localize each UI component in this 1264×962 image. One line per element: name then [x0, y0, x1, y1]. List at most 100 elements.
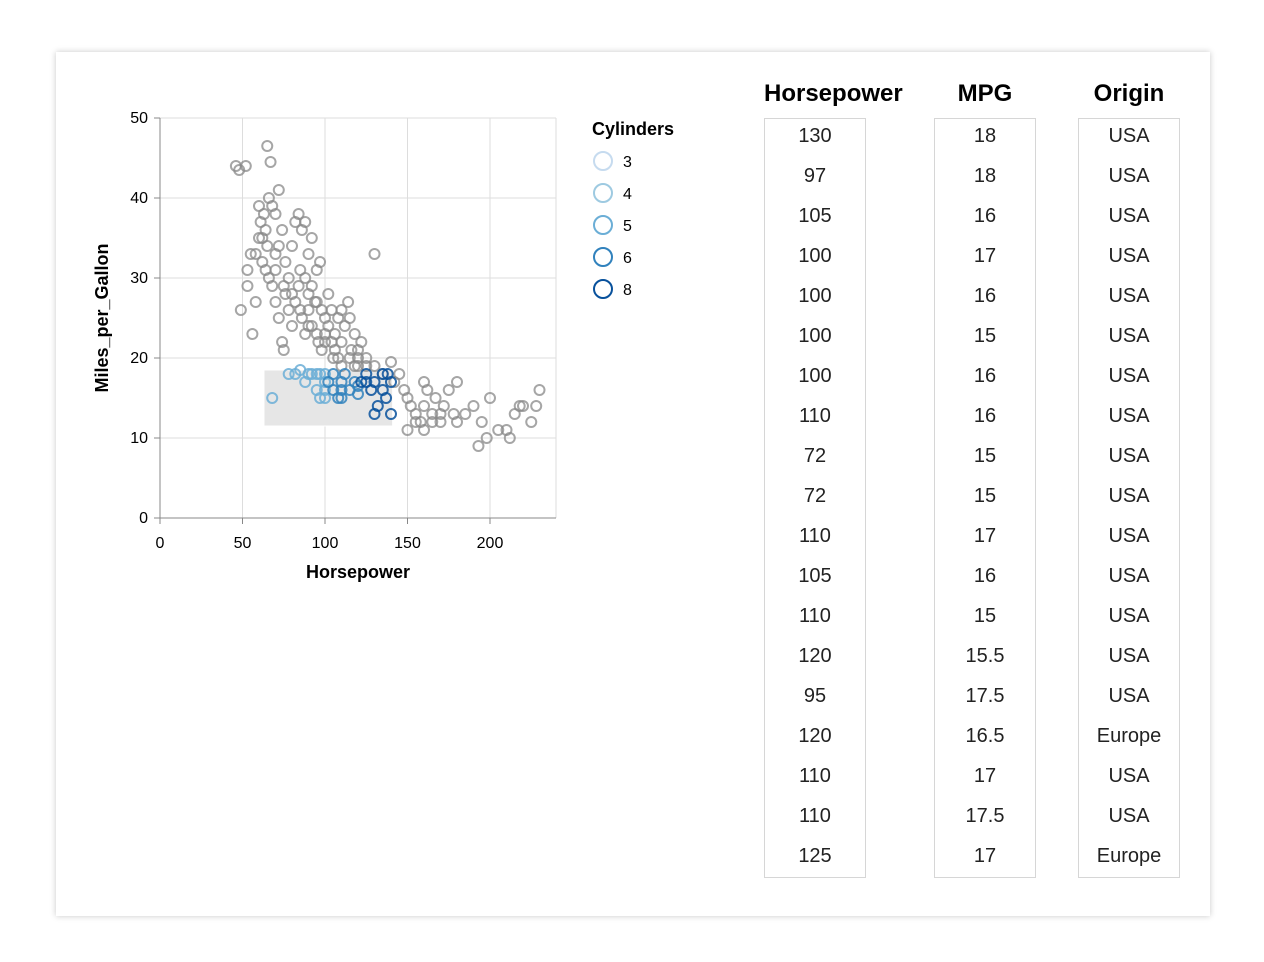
selected-point: [319, 392, 331, 404]
selected-point: [380, 392, 393, 404]
table-cell: 15: [973, 325, 997, 347]
table-cell: 110: [799, 605, 831, 627]
column-header-horsepower: Horsepower: [764, 80, 903, 107]
data-point: [451, 416, 463, 428]
data-point: [315, 304, 328, 316]
column-header-mpg: MPG: [957, 80, 1013, 107]
data-point: [459, 408, 472, 420]
table-cell: 120: [798, 725, 832, 747]
data-point: [426, 416, 439, 428]
column-header-origin: Origin: [1093, 80, 1165, 107]
y-axis-title: Miles_per_Gallon: [92, 243, 112, 392]
data-point: [525, 416, 538, 428]
data-point: [343, 312, 356, 324]
data-point: [276, 336, 289, 348]
legend-symbol: [593, 183, 613, 203]
legend-symbol: [593, 215, 613, 235]
data-point: [418, 424, 430, 436]
table-cell: 18: [973, 165, 997, 187]
table-cell: 72: [803, 445, 827, 467]
legend-label: 6: [623, 250, 632, 267]
selected-point: [371, 400, 384, 412]
selected-point: [385, 408, 397, 420]
x-tick-label: 200: [477, 535, 504, 552]
data-point: [259, 224, 272, 236]
table-cell: 100: [798, 245, 832, 267]
table-cell: 97: [803, 165, 827, 187]
table-cell: 100: [798, 365, 832, 387]
data-point: [286, 288, 298, 300]
table-cell: USA: [1108, 605, 1150, 627]
table-cell: 15: [973, 605, 997, 627]
table-cell: 16: [973, 205, 997, 227]
table-cell: 18: [973, 125, 997, 147]
data-point: [269, 264, 282, 276]
data-point: [401, 424, 414, 436]
scatter-plot[interactable]: 0 50 100 150 200 0 10 20 30 40 50 Horsepower Miles…: [56, 52, 696, 612]
table-cell: 17: [973, 845, 997, 867]
data-point: [426, 408, 439, 420]
data-point: [264, 156, 277, 168]
data-point: [279, 256, 292, 268]
table-cell: USA: [1108, 365, 1150, 387]
data-point: [305, 232, 318, 244]
table-cell: 17.5: [965, 805, 1005, 827]
selected-point: [360, 368, 373, 380]
column-box-mpg: 18 18 16 17 16 15 16 16 15 15 17 16 15 15.5 17.5 16.5 17…: [934, 118, 1036, 878]
data-point: [269, 208, 282, 220]
data-point: [261, 140, 274, 152]
data-point: [451, 376, 463, 388]
table-cell: USA: [1108, 765, 1150, 787]
selected-point: [282, 368, 295, 380]
data-point: [239, 160, 252, 172]
table-cell: 95: [803, 685, 827, 707]
data-point: [434, 408, 447, 420]
x-axis-title: Horsepower: [306, 562, 410, 582]
data-point: [234, 304, 247, 316]
data-point: [261, 240, 274, 252]
data-point: [302, 320, 315, 332]
data-point: [360, 352, 373, 364]
data-point: [434, 416, 447, 428]
table-cell: 72: [803, 485, 827, 507]
y-tick-label: 20: [130, 350, 148, 367]
grid-lines: [159, 117, 557, 519]
legend: Cylinders 3 4 5 6 8: [592, 119, 674, 299]
table-cell: USA: [1108, 565, 1150, 587]
y-tick-label: 0: [139, 510, 148, 527]
data-point: [310, 328, 323, 340]
data-point: [530, 400, 543, 412]
data-point: [484, 392, 496, 404]
data-point: [348, 328, 361, 340]
data-point: [418, 400, 430, 412]
y-tick-label: 50: [130, 110, 148, 127]
table-cell: 16: [973, 365, 997, 387]
data-point: [352, 360, 364, 372]
chart-card: 0 50 100 150 200 0 10 20 30 40 50 Horsepower Miles…: [56, 52, 1210, 916]
points-layer: [229, 140, 546, 452]
data-point: [299, 216, 312, 228]
data-point: [352, 352, 364, 364]
table-cell: 17: [973, 765, 997, 787]
data-point: [322, 288, 335, 300]
table-cell: USA: [1108, 405, 1150, 427]
table-cell: 17.5: [965, 685, 1005, 707]
table-cell: USA: [1108, 645, 1150, 667]
data-point: [343, 352, 356, 364]
data-point: [305, 280, 318, 292]
table-cell: 130: [798, 125, 832, 147]
legend-label: 3: [623, 154, 632, 171]
table-cell: USA: [1108, 165, 1150, 187]
data-point: [352, 344, 364, 356]
selected-point: [338, 368, 351, 380]
column-box-origin: USA USA USA USA USA USA USA USA USA USA USA USA USA U…: [1078, 118, 1180, 878]
y-tick-label: 40: [130, 190, 148, 207]
data-point: [327, 352, 340, 364]
data-point: [244, 248, 257, 260]
data-point: [533, 384, 546, 396]
table-cell: USA: [1108, 525, 1150, 547]
selected-point: [368, 376, 381, 388]
table-cell: Europe: [1096, 845, 1162, 867]
data-point: [282, 304, 295, 316]
data-point: [295, 312, 308, 324]
